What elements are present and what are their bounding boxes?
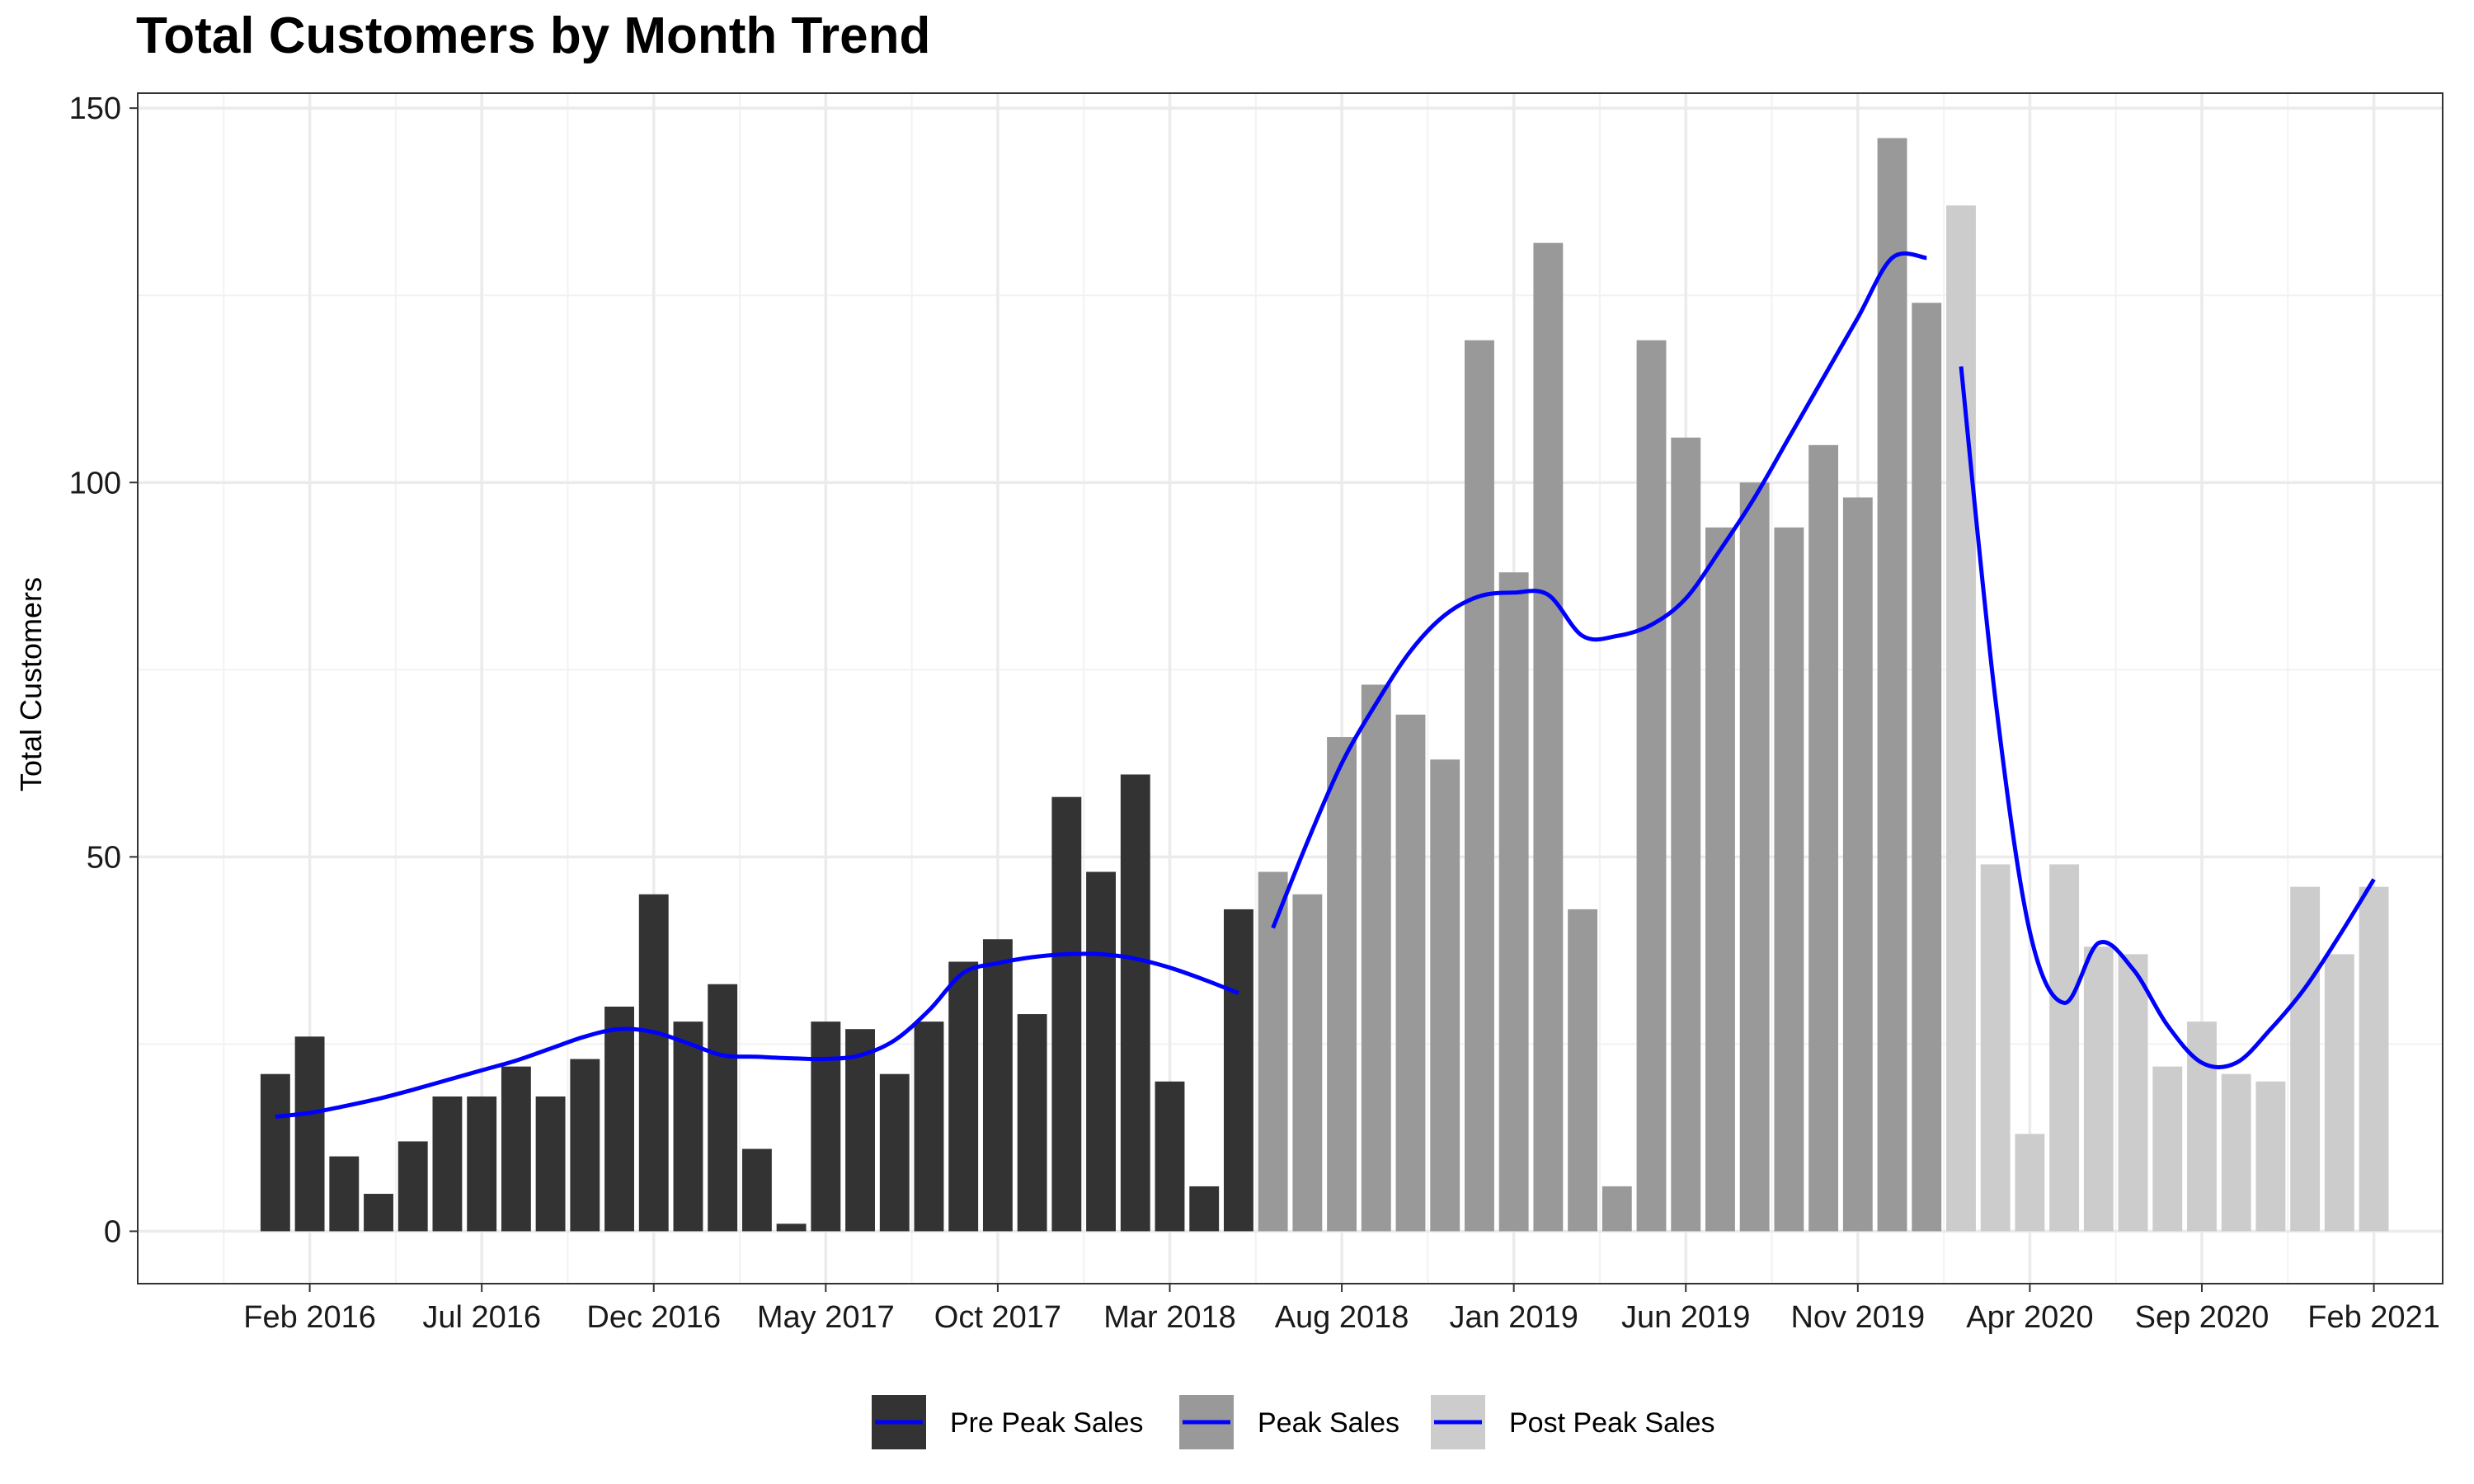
x-tick-label: Apr 2020	[1966, 1300, 2093, 1335]
bar-series-1	[1533, 243, 1563, 1232]
x-tick-label: Sep 2020	[2135, 1300, 2269, 1335]
bar-series-0	[1155, 1082, 1185, 1232]
bar-series-0	[674, 1021, 703, 1231]
bar-series-1	[1637, 340, 1667, 1232]
bar-series-0	[604, 1007, 634, 1231]
x-tick-label: Jul 2016	[422, 1300, 541, 1335]
bar-series-2	[1981, 864, 2011, 1231]
bar-series-1	[1602, 1186, 1632, 1231]
bar-series-2	[2084, 946, 2114, 1231]
bar-series-1	[1292, 895, 1322, 1232]
bar-series-0	[742, 1149, 772, 1232]
x-tick-label: Aug 2018	[1275, 1300, 1409, 1335]
bar-series-1	[1430, 759, 1460, 1231]
bar-series-0	[261, 1074, 290, 1232]
bar-series-0	[1051, 797, 1081, 1232]
x-tick-label: Oct 2017	[934, 1300, 1061, 1335]
bar-series-2	[2049, 864, 2079, 1231]
y-tick-label: 0	[104, 1214, 121, 1249]
bar-series-1	[1671, 438, 1700, 1232]
y-tick-label: 100	[69, 466, 121, 500]
x-tick-label: Jun 2019	[1621, 1300, 1750, 1335]
bar-series-2	[2290, 887, 2320, 1232]
y-tick-label: 50	[87, 840, 121, 875]
bar-series-1	[1912, 303, 1941, 1231]
bar-series-1	[1740, 482, 1770, 1231]
bar-series-0	[639, 895, 669, 1232]
bar-series-0	[398, 1141, 428, 1231]
x-tick-label: Dec 2016	[586, 1300, 721, 1335]
bar-series-0	[295, 1036, 325, 1231]
bar-series-2	[1946, 205, 1976, 1231]
legend-label-2: Post Peak Sales	[1509, 1407, 1714, 1439]
bar-series-0	[364, 1194, 393, 1231]
bar-series-0	[329, 1157, 359, 1232]
bar-series-1	[1568, 909, 1597, 1232]
bar-series-2	[2015, 1134, 2044, 1231]
bar-series-2	[2255, 1082, 2285, 1232]
bar-series-1	[1327, 737, 1357, 1231]
bar-series-1	[1465, 340, 1494, 1232]
bar-series-0	[1018, 1014, 1047, 1231]
bar-series-0	[811, 1021, 840, 1231]
bar-series-0	[880, 1074, 910, 1232]
bar-series-2	[2222, 1074, 2251, 1232]
bar-series-0	[948, 961, 978, 1231]
bar-series-1	[1808, 445, 1838, 1232]
bar-series-0	[777, 1223, 807, 1231]
bar-series-1	[1396, 715, 1426, 1232]
legend-label-1: Peak Sales	[1258, 1407, 1399, 1439]
bar-series-1	[1878, 138, 1907, 1231]
bar-series-1	[1843, 497, 1873, 1231]
bar-series-2	[2152, 1067, 2182, 1232]
bar-series-0	[1121, 774, 1150, 1231]
bar-series-2	[2359, 887, 2389, 1232]
y-tick-label: 150	[69, 92, 121, 126]
bar-series-2	[2119, 954, 2148, 1231]
bars-layer	[261, 138, 2389, 1231]
bar-series-0	[536, 1097, 566, 1231]
bar-series-2	[2325, 954, 2354, 1231]
bar-series-0	[433, 1097, 463, 1231]
bar-series-0	[1086, 872, 1116, 1232]
x-tick-label: May 2017	[757, 1300, 895, 1335]
bar-series-0	[570, 1059, 600, 1232]
bar-series-0	[915, 1021, 944, 1231]
legend-label-0: Pre Peak Sales	[950, 1407, 1143, 1439]
bar-series-0	[983, 939, 1013, 1231]
x-tick-label: Feb 2016	[243, 1300, 376, 1335]
bar-series-0	[467, 1097, 496, 1231]
bar-series-0	[501, 1067, 531, 1232]
bar-series-0	[1224, 909, 1253, 1232]
bar-series-0	[1189, 1186, 1219, 1231]
bar-series-1	[1705, 528, 1735, 1232]
x-tick-label: Nov 2019	[1790, 1300, 1925, 1335]
bar-series-0	[708, 984, 737, 1232]
bar-series-0	[845, 1029, 875, 1231]
bar-series-1	[1362, 684, 1391, 1231]
x-tick-label: Jan 2019	[1449, 1300, 1578, 1335]
x-tick-label: Mar 2018	[1103, 1300, 1236, 1335]
y-axis-title: Total Customers	[14, 577, 48, 791]
bar-series-1	[1774, 528, 1804, 1232]
x-tick-label: Feb 2021	[2307, 1300, 2440, 1335]
bar-series-1	[1499, 572, 1529, 1231]
legend: Pre Peak Sales Peak Sales Post Peak Sales	[872, 1395, 1714, 1449]
